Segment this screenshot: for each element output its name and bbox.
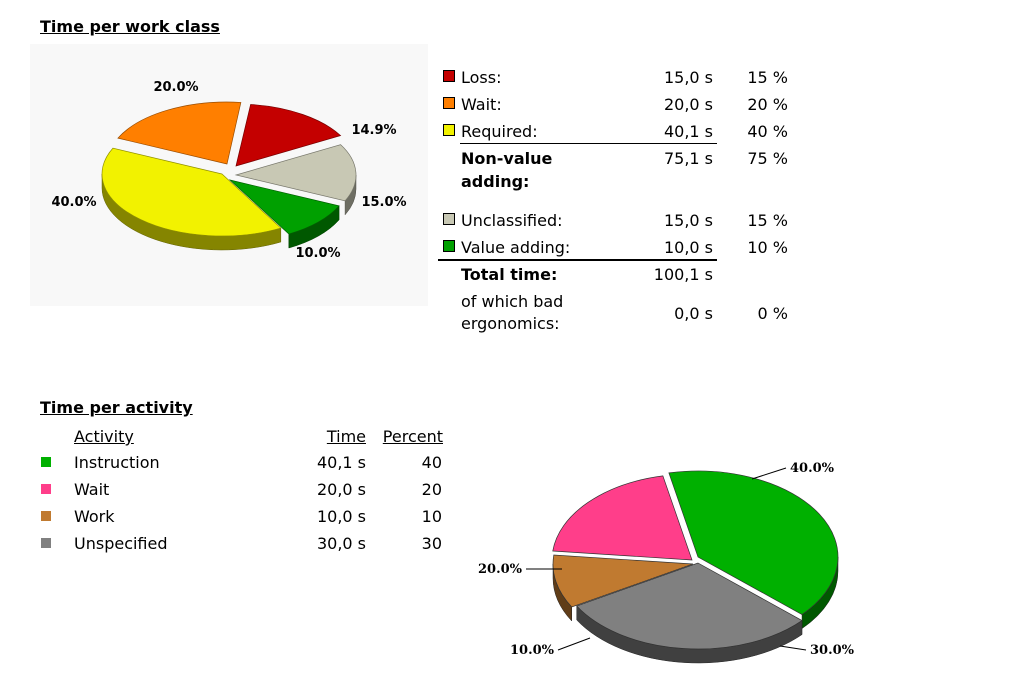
wait-time: 20,0 s — [663, 95, 713, 114]
activity-slice-wait — [552, 475, 693, 561]
work-class-slice-label-loss: 14.9% — [351, 123, 396, 138]
work-label: Work — [74, 507, 115, 526]
wait-percent: 20 % — [747, 95, 788, 114]
loss-percent: 15 % — [747, 68, 788, 87]
value-adding-time: 10,0 s — [663, 238, 713, 257]
activity-leader-work — [557, 637, 591, 651]
unspecified-time: 30,0 s — [316, 534, 366, 553]
required-swatch — [443, 124, 455, 136]
percent-header: Percent — [382, 427, 443, 446]
activity-slice-label-work: 10.0% — [510, 643, 555, 658]
work-class-slice-label-required: 40.0% — [51, 195, 96, 210]
unclassified-swatch — [443, 213, 455, 225]
unclassified-label: Unclassified: — [461, 211, 563, 230]
required-label: Required: — [461, 122, 538, 141]
work-time: 10,0 s — [316, 507, 366, 526]
wait-activity-label: Wait — [74, 480, 110, 499]
activity-slice-instruction — [668, 470, 839, 630]
unspecified-swatch — [41, 538, 51, 548]
unclassified-time: 15,0 s — [663, 211, 713, 230]
non-value-percent: 75 % — [747, 149, 788, 168]
unspecified-percent: 30 — [421, 534, 442, 553]
subtotal-rule — [460, 143, 717, 144]
non-value-label-line1: Non-value — [461, 149, 553, 168]
activity-title: Time per activity — [40, 398, 193, 417]
unspecified-label: Unspecified — [74, 534, 168, 553]
wait-activity-time: 20,0 s — [316, 480, 366, 499]
wait-swatch — [443, 97, 455, 109]
non-value-label-line2: adding: — [461, 172, 530, 191]
activity-slice-label-instruction: 40.0% — [790, 461, 835, 476]
work-class-title: Time per work class — [40, 17, 220, 36]
instruction-label: Instruction — [74, 453, 160, 472]
activity-leader-unspecified — [779, 645, 807, 651]
non-value-time: 75,1 s — [663, 149, 713, 168]
work-class-slice-label-unclassified: 15.0% — [361, 195, 406, 210]
loss-swatch — [443, 70, 455, 82]
activity-slice-work — [552, 554, 694, 622]
value-adding-swatch — [443, 240, 455, 252]
loss-label: Loss: — [461, 68, 502, 87]
required-percent: 40 % — [747, 122, 788, 141]
loss-time: 15,0 s — [663, 68, 713, 87]
instruction-swatch — [41, 457, 51, 467]
value-adding-percent: 10 % — [747, 238, 788, 257]
activity-slice-label-wait: 20.0% — [478, 562, 523, 577]
work-class-slice-wait — [117, 101, 242, 165]
time-header: Time — [326, 427, 366, 446]
bad-ergonomics-label-line2: ergonomics: — [461, 314, 560, 333]
bad-ergonomics-label-line1: of which bad — [461, 292, 564, 311]
value-adding-label: Value adding: — [461, 238, 571, 257]
work-class-slice-label-value-adding: 10.0% — [295, 246, 340, 261]
instruction-time: 40,1 s — [316, 453, 366, 472]
activity-leader-instruction — [751, 467, 787, 480]
required-time: 40,1 s — [663, 122, 713, 141]
total-label: Total time: — [461, 265, 558, 284]
activity-slice-label-unspecified: 30.0% — [810, 643, 855, 658]
activity-header: Activity — [74, 427, 134, 446]
bad-ergonomics-percent: 0 % — [757, 304, 788, 323]
unclassified-percent: 15 % — [747, 211, 788, 230]
work-class-slice-loss — [235, 104, 342, 167]
total-time: 100,1 s — [653, 265, 713, 284]
bad-ergonomics-time: 0,0 s — [674, 304, 713, 323]
work-swatch — [41, 511, 51, 521]
work-class-slice-unclassified — [234, 144, 357, 216]
work-percent: 10 — [421, 507, 442, 526]
work-class-slice-required — [101, 147, 282, 251]
wait-label: Wait: — [461, 95, 502, 114]
work-class-slice-label-wait: 20.0% — [153, 80, 198, 95]
total-rule — [438, 259, 717, 261]
activity-slice-unspecified — [576, 562, 803, 664]
instruction-percent: 40 — [421, 453, 442, 472]
work-class-chart-panel — [30, 44, 428, 306]
wait-activity-swatch — [41, 484, 51, 494]
wait-activity-percent: 20 — [421, 480, 442, 499]
work-class-slice-value-adding — [228, 179, 340, 249]
